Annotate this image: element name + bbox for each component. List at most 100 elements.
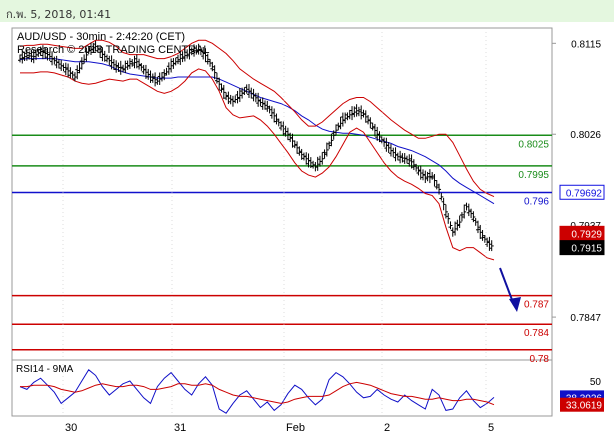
price-bar xyxy=(395,152,400,161)
price-bar xyxy=(130,58,135,67)
price-bar xyxy=(233,95,238,104)
price-bar xyxy=(22,51,27,62)
price-series-group xyxy=(19,39,495,261)
price-bar xyxy=(123,60,128,74)
price-bar xyxy=(478,224,483,239)
price-bar xyxy=(487,236,492,251)
price-bar xyxy=(159,72,164,82)
price-bar xyxy=(192,44,197,57)
price-bar xyxy=(38,46,43,56)
rsi-series-ma xyxy=(20,381,495,406)
rsi-tag: 33.0619 xyxy=(560,397,604,412)
price-tag: 0.7929 xyxy=(559,225,605,241)
price-bar xyxy=(334,124,338,136)
price-tick-label: 0.8026 xyxy=(570,130,601,141)
price-tag: 0.79692 xyxy=(559,184,605,200)
price-bar xyxy=(290,133,295,148)
rsi-series-rsi xyxy=(19,369,495,414)
price-bar xyxy=(363,110,368,123)
price-bar xyxy=(237,88,242,103)
top-bar: ก.พ. 5, 2018, 01:41 xyxy=(0,0,614,22)
price-bar xyxy=(414,163,419,172)
level-label: 0.7995 xyxy=(518,170,549,181)
price-bar xyxy=(475,220,480,234)
price-bar xyxy=(265,100,270,112)
price-bar xyxy=(194,45,199,55)
price-bar xyxy=(372,123,377,137)
price-bar xyxy=(322,149,327,159)
price-bar xyxy=(185,49,190,59)
price-bar xyxy=(27,51,32,60)
chart-subtitle: Research © 2018 TRADING CENTRAL xyxy=(17,44,210,56)
price-bar xyxy=(187,45,192,60)
series-ma xyxy=(19,58,495,205)
price-bar xyxy=(244,84,249,94)
price-bar xyxy=(91,42,96,53)
price-bar xyxy=(137,58,142,70)
price-bar xyxy=(169,58,174,73)
price-tag-box xyxy=(559,240,605,256)
price-bar xyxy=(315,156,320,171)
price-bar xyxy=(212,65,217,80)
rsi-tag-box xyxy=(560,397,604,412)
price-tag-box xyxy=(559,184,605,200)
price-bar xyxy=(462,204,467,219)
price-bar xyxy=(111,59,116,70)
price-bar xyxy=(297,146,302,156)
level-label: 0.796 xyxy=(524,196,549,207)
price-bar xyxy=(402,153,407,164)
price-bar xyxy=(79,57,84,70)
price-bar xyxy=(276,118,281,127)
price-bar xyxy=(66,63,71,78)
price-bar xyxy=(464,202,469,211)
price-bar xyxy=(434,180,439,190)
price-bar xyxy=(425,171,430,182)
price-bar xyxy=(52,56,57,65)
price-bar xyxy=(471,211,476,223)
price-bar xyxy=(439,192,444,201)
price-bar xyxy=(304,152,309,165)
time-label: 30 xyxy=(65,422,77,434)
price-bar xyxy=(164,67,169,76)
price-bar xyxy=(198,47,203,56)
price-bar xyxy=(219,83,224,93)
level-label: 0.787 xyxy=(524,300,549,311)
trading-chart: 0.8025 0.7995 0.796 0.787 0.784 0.78 5038.302… xyxy=(11,27,605,434)
support-resistance-levels: 0.8025 0.7995 0.796 0.787 0.784 0.78 xyxy=(12,134,552,365)
price-bar xyxy=(242,87,247,96)
price-bar xyxy=(448,221,453,230)
price-bar xyxy=(29,49,34,63)
price-bar xyxy=(88,42,93,55)
price-bar xyxy=(121,64,126,73)
price-bar xyxy=(20,51,25,64)
price-bar xyxy=(398,150,403,164)
price-bar xyxy=(224,92,229,101)
price-bar xyxy=(93,40,98,52)
price-bar xyxy=(489,240,494,252)
price-bar xyxy=(324,142,329,157)
price-bar xyxy=(249,87,254,99)
price-bar xyxy=(162,69,167,81)
price-bar xyxy=(453,221,458,236)
price-bar xyxy=(98,45,103,58)
price-bar xyxy=(469,208,474,218)
price-bar xyxy=(327,141,332,150)
price-bars xyxy=(18,40,494,252)
time-axis: 30 31 Feb 2 5 xyxy=(62,28,494,434)
price-bar xyxy=(340,112,345,127)
price-bar xyxy=(263,100,268,110)
price-bar xyxy=(148,70,153,83)
price-bar xyxy=(418,165,423,180)
price-bar xyxy=(235,90,240,104)
level-label: 0.78 xyxy=(530,354,550,365)
price-bar xyxy=(155,77,160,85)
price-bar xyxy=(258,98,263,107)
price-bar xyxy=(176,54,180,65)
price-bar xyxy=(36,49,41,57)
price-bar xyxy=(217,77,222,91)
price-bar xyxy=(308,157,313,168)
price-bar xyxy=(366,115,371,125)
price-bar xyxy=(295,141,300,154)
price-bar xyxy=(285,127,290,141)
price-bar xyxy=(18,54,22,63)
